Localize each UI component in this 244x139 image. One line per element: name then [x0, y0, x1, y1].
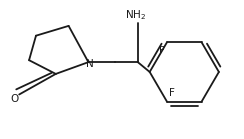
Text: F: F — [169, 88, 175, 98]
Text: N: N — [85, 59, 93, 69]
Text: F: F — [159, 46, 165, 56]
Text: O: O — [10, 94, 18, 104]
Text: NH$_2$: NH$_2$ — [125, 8, 146, 22]
